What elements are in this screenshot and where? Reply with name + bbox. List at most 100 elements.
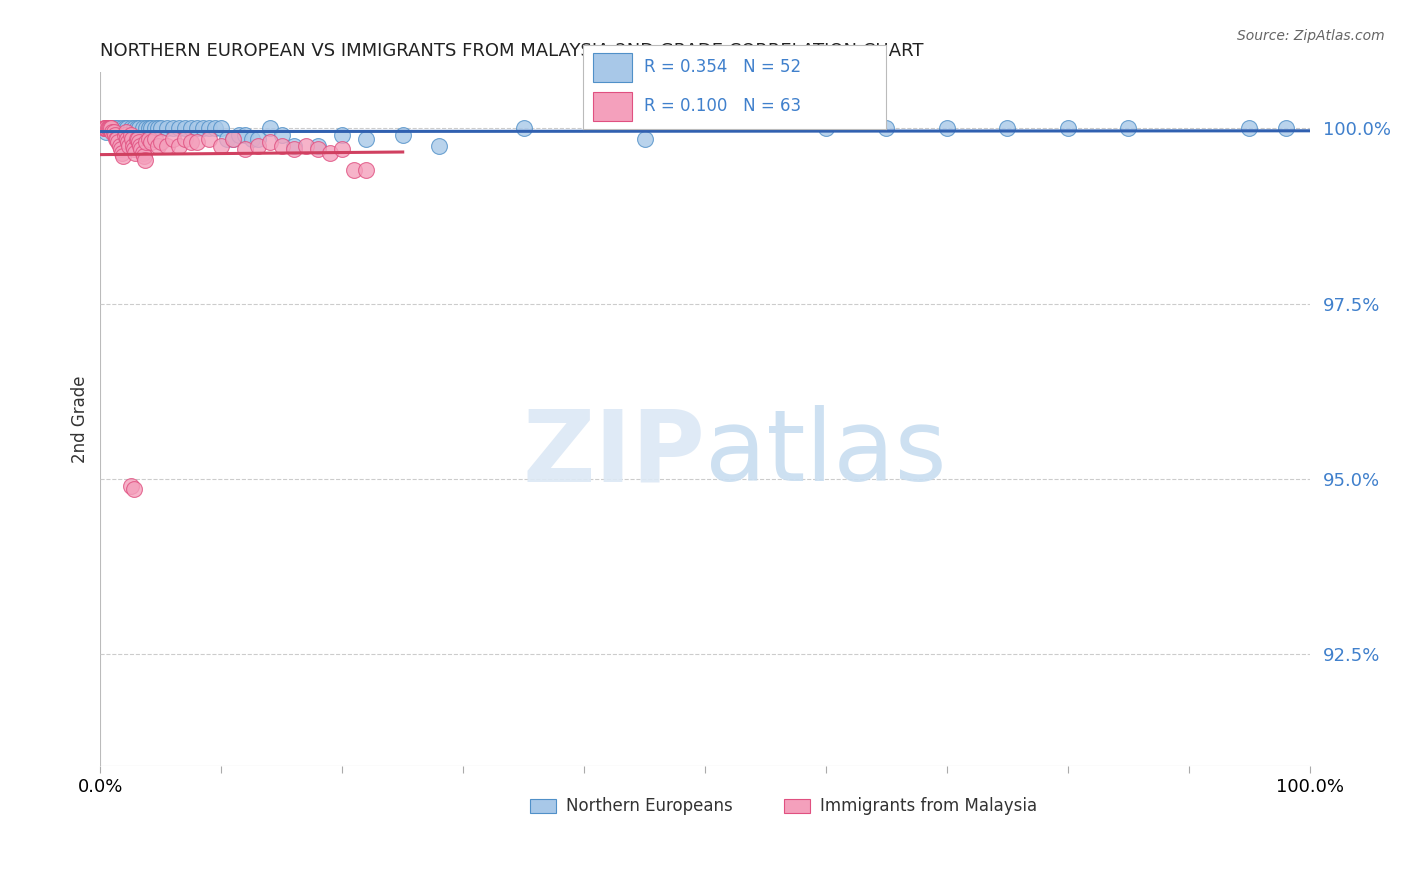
- Point: [105, 132, 128, 146]
- Point: [162, 132, 184, 146]
- FancyBboxPatch shape: [592, 92, 631, 120]
- FancyBboxPatch shape: [530, 799, 557, 813]
- Point: [149, 136, 172, 150]
- Point: [128, 121, 150, 136]
- Point: [174, 132, 197, 146]
- Point: [107, 136, 129, 150]
- Point: [204, 121, 226, 136]
- Y-axis label: 2nd Grade: 2nd Grade: [72, 376, 89, 463]
- Point: [270, 139, 292, 153]
- Point: [117, 136, 139, 150]
- Point: [156, 139, 179, 153]
- Point: [1118, 121, 1140, 136]
- Point: [112, 149, 135, 163]
- Point: [198, 121, 221, 136]
- Point: [105, 132, 128, 146]
- Point: [122, 121, 145, 136]
- Point: [103, 125, 125, 139]
- Point: [131, 121, 153, 136]
- Point: [427, 139, 450, 153]
- Point: [162, 121, 184, 136]
- Point: [129, 139, 152, 153]
- Point: [198, 132, 221, 146]
- Point: [330, 128, 353, 143]
- Point: [307, 143, 329, 157]
- Point: [391, 128, 413, 143]
- FancyBboxPatch shape: [783, 799, 810, 813]
- Point: [114, 125, 136, 139]
- Point: [128, 136, 150, 150]
- Point: [104, 121, 127, 136]
- Point: [110, 143, 132, 157]
- Point: [167, 121, 190, 136]
- Point: [114, 121, 136, 136]
- Point: [343, 163, 366, 178]
- Point: [97, 121, 120, 136]
- Point: [111, 145, 134, 160]
- Point: [209, 139, 232, 153]
- Point: [209, 121, 232, 136]
- Text: Northern Europeans: Northern Europeans: [567, 797, 733, 815]
- Point: [93, 121, 115, 136]
- Point: [141, 136, 163, 150]
- Point: [124, 145, 146, 160]
- Point: [186, 121, 208, 136]
- Point: [295, 139, 318, 153]
- Point: [156, 121, 179, 136]
- Point: [122, 482, 145, 496]
- Point: [148, 121, 170, 136]
- Point: [1274, 121, 1296, 136]
- Point: [240, 132, 263, 146]
- Point: [191, 121, 214, 136]
- Point: [135, 121, 157, 136]
- Point: [222, 132, 245, 146]
- Point: [141, 121, 163, 136]
- Point: [633, 132, 655, 146]
- Point: [270, 128, 292, 143]
- Point: [120, 121, 142, 136]
- Point: [356, 163, 378, 178]
- Point: [125, 121, 148, 136]
- Point: [814, 121, 837, 136]
- Point: [118, 139, 141, 153]
- Point: [512, 121, 534, 136]
- Point: [97, 121, 120, 136]
- Point: [283, 143, 305, 157]
- Point: [1239, 121, 1261, 136]
- Point: [115, 132, 138, 146]
- Point: [94, 121, 117, 136]
- Point: [259, 136, 281, 150]
- Point: [132, 149, 155, 163]
- Point: [307, 139, 329, 153]
- Point: [127, 132, 149, 146]
- Text: ZIP: ZIP: [522, 405, 704, 502]
- Point: [120, 478, 142, 492]
- Point: [121, 132, 143, 146]
- Point: [235, 128, 257, 143]
- Point: [125, 132, 148, 146]
- Point: [104, 128, 127, 143]
- Point: [115, 121, 138, 136]
- Point: [148, 139, 170, 153]
- Point: [283, 139, 305, 153]
- Point: [186, 136, 208, 150]
- Point: [235, 143, 257, 157]
- Point: [114, 128, 136, 143]
- Point: [180, 121, 202, 136]
- Point: [997, 121, 1019, 136]
- Point: [1057, 121, 1080, 136]
- Point: [356, 132, 378, 146]
- Point: [122, 139, 145, 153]
- Point: [876, 121, 898, 136]
- Point: [131, 143, 153, 157]
- Point: [100, 121, 122, 136]
- Text: NORTHERN EUROPEAN VS IMMIGRANTS FROM MALAYSIA 2ND GRADE CORRELATION CHART: NORTHERN EUROPEAN VS IMMIGRANTS FROM MAL…: [100, 42, 924, 60]
- Point: [936, 121, 959, 136]
- Point: [96, 125, 118, 139]
- Point: [138, 132, 160, 146]
- Point: [120, 128, 142, 143]
- Point: [135, 136, 157, 150]
- Point: [101, 125, 124, 139]
- Text: Source: ZipAtlas.com: Source: ZipAtlas.com: [1237, 29, 1385, 44]
- Point: [330, 143, 353, 157]
